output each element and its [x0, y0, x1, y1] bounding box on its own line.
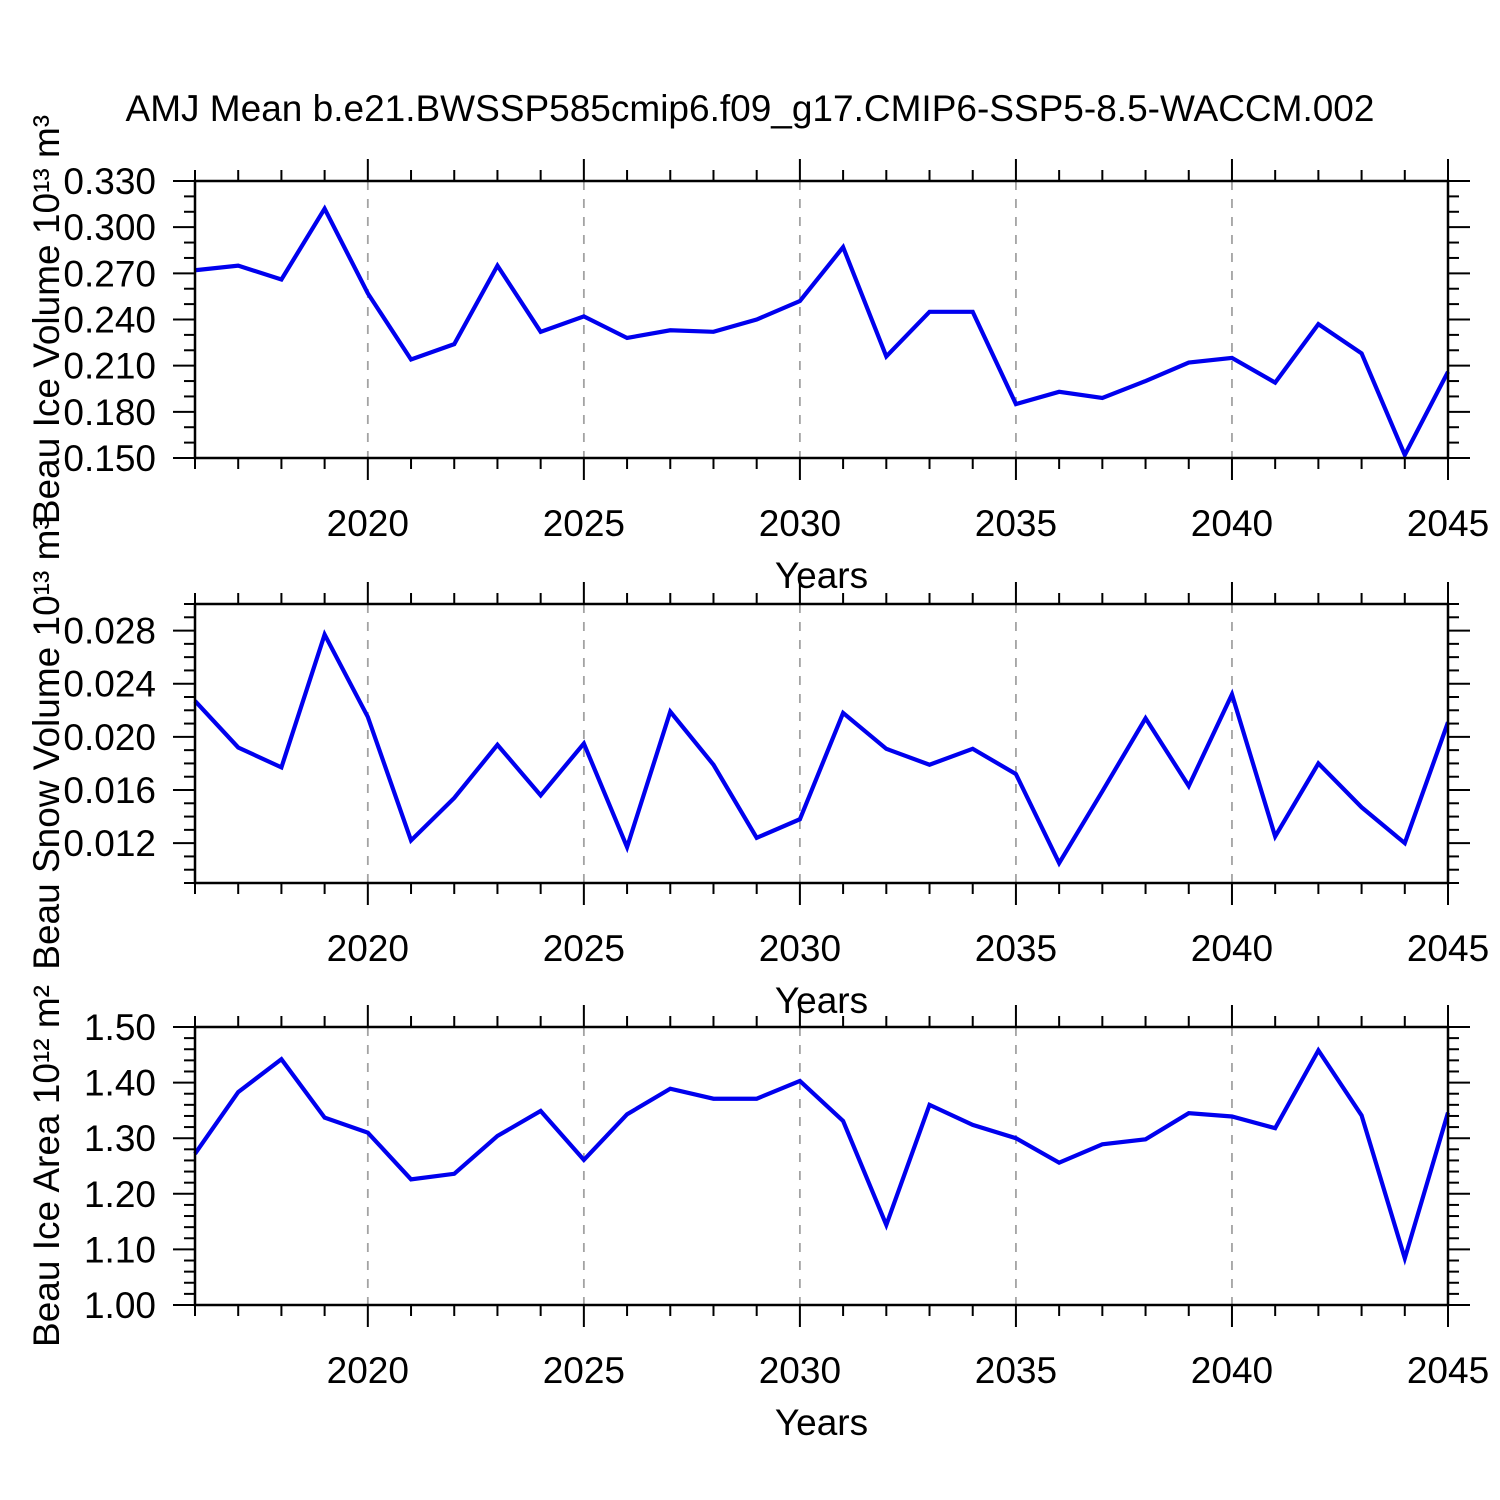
x-tick-label: 2025	[543, 928, 625, 969]
x-axis-label: Years	[775, 980, 868, 1021]
x-tick-label: 2040	[1191, 503, 1273, 544]
data-line	[193, 629, 1450, 868]
data-line	[193, 1046, 1451, 1266]
x-ticks	[194, 1005, 1449, 1327]
y-tick-label: 1.40	[84, 1063, 156, 1104]
x-ticks	[194, 582, 1449, 905]
y-tick-label: 0.150	[63, 438, 156, 479]
x-tick-label: 2040	[1191, 928, 1273, 969]
y-tick-label: 0.024	[63, 664, 156, 705]
x-tick-label: 2030	[759, 1350, 841, 1391]
x-tick-label: 2035	[975, 1350, 1057, 1391]
x-tick-label: 2045	[1407, 503, 1489, 544]
x-tick-label: 2040	[1191, 1350, 1273, 1391]
y-tick-label: 0.016	[63, 770, 156, 811]
x-tick-label: 2045	[1407, 928, 1489, 969]
y-tick-label: 0.012	[63, 823, 156, 864]
y-tick-label: 1.00	[84, 1285, 156, 1326]
y-tick-label: 1.50	[84, 1007, 156, 1048]
x-tick-label: 2035	[975, 503, 1057, 544]
y-tick-label: 1.30	[84, 1118, 156, 1159]
x-axis-label: Years	[775, 555, 868, 596]
y-ticks	[173, 180, 1470, 459]
x-tick-label: 2020	[327, 503, 409, 544]
panel-ice-volume: 0.150 0.180 0.210 0.240 0.270 0.300 0.330 2020 2…	[26, 115, 1489, 596]
panel-snow-volume: 0.012 0.016 0.020 0.024 0.028 2020 2025 2030 203…	[26, 517, 1489, 1021]
y-tick-label: 0.020	[63, 717, 156, 758]
y-tick-label: 0.180	[63, 392, 156, 433]
x-axis-label: Years	[775, 1402, 868, 1443]
x-tick-label: 2030	[759, 928, 841, 969]
x-tick-label: 2045	[1407, 1350, 1489, 1391]
y-tick-label: 0.300	[63, 207, 156, 248]
x-tick-label: 2025	[543, 1350, 625, 1391]
panel-ice-area: 1.00 1.10 1.20 1.30 1.40 1.50 2020 2025 2030 2035…	[26, 985, 1489, 1443]
y-axis-label: Beau Ice Volume 10¹³ m³	[26, 115, 67, 524]
y-tick-label: 0.330	[63, 161, 156, 202]
x-tick-label: 2030	[759, 503, 841, 544]
x-tick-label: 2025	[543, 503, 625, 544]
y-tick-label: 1.20	[84, 1174, 156, 1215]
y-ticks	[173, 603, 1470, 884]
gridlines	[366, 181, 1233, 458]
y-tick-label: 1.10	[84, 1229, 156, 1270]
plot-box	[193, 602, 1450, 885]
gridlines	[366, 1027, 1233, 1305]
figure-title: AMJ Mean b.e21.BWSSP585cmip6.f09_g17.CMI…	[125, 88, 1375, 129]
x-tick-label: 2020	[327, 928, 409, 969]
x-tick-label: 2020	[327, 1350, 409, 1391]
x-tick-label: 2035	[975, 928, 1057, 969]
y-tick-label: 0.240	[63, 300, 156, 341]
y-tick-label: 0.210	[63, 346, 156, 387]
y-tick-label: 0.270	[63, 253, 156, 294]
y-axis-label: Beau Snow Volume 10¹³ m³	[26, 517, 67, 969]
plot-box	[193, 1025, 1450, 1307]
y-axis-label: Beau Ice Area 10¹² m²	[26, 985, 67, 1347]
y-ticks	[173, 1026, 1470, 1306]
x-ticks	[194, 159, 1449, 480]
data-line	[194, 204, 1450, 460]
y-tick-label: 0.028	[63, 611, 156, 652]
